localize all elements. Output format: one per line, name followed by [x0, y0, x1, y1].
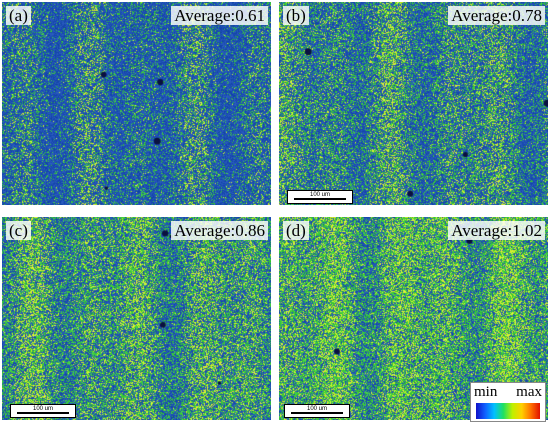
- map-panel-a: (a) Average:0.61: [2, 2, 271, 205]
- scale-bar-label-c: 100 um: [32, 406, 53, 412]
- legend-max-label: max: [516, 384, 542, 400]
- scale-bar-label-d: 100 um: [306, 406, 327, 412]
- panel-label-d: (d): [283, 221, 309, 240]
- scale-bar-label-b: 100 um: [309, 192, 330, 198]
- color-legend: min max: [470, 382, 546, 422]
- scale-bar-line-c: [17, 412, 69, 414]
- panel-label-c: (c): [6, 221, 31, 240]
- texture-map-b: [279, 2, 548, 205]
- average-label-a: Average:0.61: [171, 6, 268, 25]
- average-label-b: Average:0.78: [448, 6, 545, 25]
- average-label-c: Average:0.86: [171, 221, 268, 240]
- map-panel-c: (c) Average:0.86 100 um: [2, 217, 271, 420]
- texture-map-a: [2, 2, 271, 205]
- texture-map-c: [2, 217, 271, 420]
- scale-bar-line-b: [294, 198, 346, 200]
- panel-label-a: (a): [6, 6, 31, 25]
- scale-bar-c: 100 um: [10, 404, 76, 418]
- legend-color-bar: [476, 403, 540, 419]
- average-label-d: Average:1.02: [448, 221, 545, 240]
- scale-bar-b: 100 um: [287, 190, 353, 204]
- scale-bar-line-d: [291, 412, 343, 414]
- legend-min-label: min: [474, 384, 498, 400]
- panel-label-b: (b): [283, 6, 309, 25]
- map-panel-b: (b) Average:0.78 100 um: [279, 2, 548, 205]
- scale-bar-d: 100 um: [284, 404, 350, 418]
- map-panel-d: (d) Average:1.02 100 um: [279, 217, 548, 420]
